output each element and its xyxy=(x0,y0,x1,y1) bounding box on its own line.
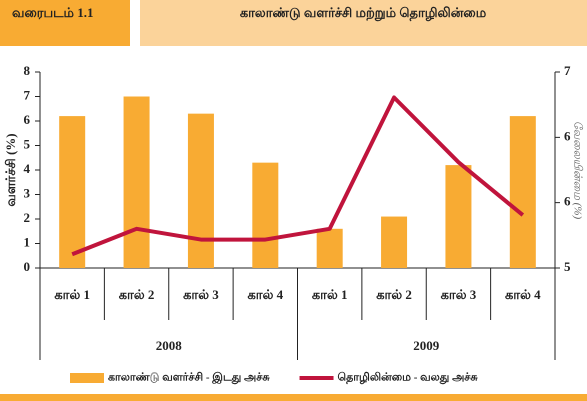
chart-title: காலாண்டு வளர்ச்சி மற்றும் தொழிலின்மை xyxy=(240,5,487,21)
group-label: 2008 xyxy=(156,338,183,353)
y-tick-label: 3 xyxy=(24,185,31,200)
y-tick-label: 8 xyxy=(24,63,31,78)
footer-bar xyxy=(0,394,587,401)
y2-tick-label: 7 xyxy=(564,63,571,78)
legend-label: தொழிலின்மை - வலது அச்சு xyxy=(338,371,479,385)
bar xyxy=(445,165,472,268)
y-tick-label: 6 xyxy=(24,112,31,127)
y-tick-label: 2 xyxy=(24,210,31,225)
x-tick-label: கால் 2 xyxy=(119,287,155,302)
y2-tick-label: 6 xyxy=(564,128,571,143)
y-tick-label: 7 xyxy=(24,87,31,102)
y2-axis-label: வேலையின்மை (%) xyxy=(571,121,583,220)
y2-tick-label: 5 xyxy=(564,259,571,274)
y-tick-label: 4 xyxy=(24,161,31,176)
bar xyxy=(252,162,279,268)
bar xyxy=(316,228,343,268)
legend-label: காலாண்டு வளர்ச்சி - இடது அச்சு xyxy=(108,372,270,385)
legend-swatch xyxy=(70,373,104,383)
y-tick-label: 5 xyxy=(24,136,31,151)
bar xyxy=(187,113,214,269)
figure-label: வரைபடம் 1.1 xyxy=(12,5,93,20)
x-tick-label: கால் 2 xyxy=(376,287,412,302)
line xyxy=(71,95,525,257)
x-tick-label: கால் 1 xyxy=(312,287,348,302)
y-axis-label: வளர்ச்சி (%) xyxy=(3,133,18,206)
y-tick-label: 0 xyxy=(24,259,31,274)
header-box xyxy=(0,0,130,46)
y2-tick-label: 6 xyxy=(564,194,571,209)
group-label: 2009 xyxy=(413,338,440,353)
x-tick-label: கால் 4 xyxy=(505,287,541,302)
bar xyxy=(123,96,150,268)
x-tick-label: கால் 4 xyxy=(247,287,283,302)
x-tick-label: கால் 3 xyxy=(441,287,477,302)
x-tick-label: கால் 3 xyxy=(183,287,219,302)
x-tick-label: கால் 1 xyxy=(54,287,90,302)
bar xyxy=(509,116,536,268)
bar xyxy=(59,116,86,268)
y-tick-label: 1 xyxy=(24,234,31,249)
header-bar xyxy=(140,0,587,46)
bar xyxy=(381,216,408,268)
